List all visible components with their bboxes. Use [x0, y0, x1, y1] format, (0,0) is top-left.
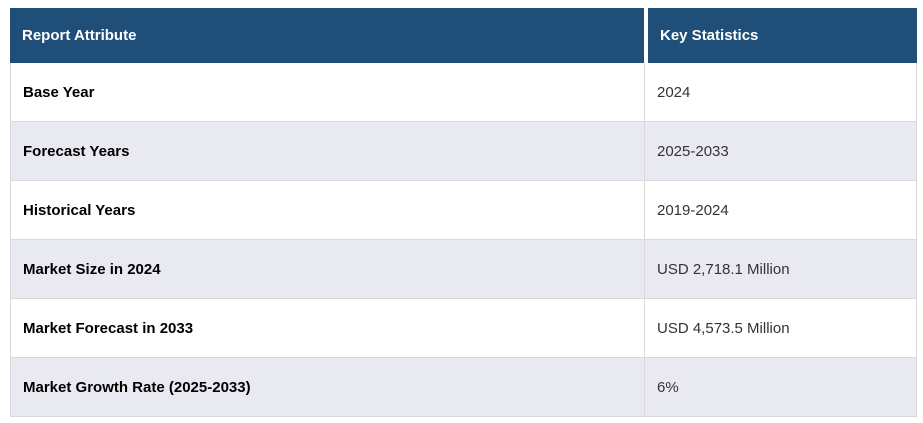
value-cell: USD 2,718.1 Million	[644, 240, 917, 299]
column-header-key-statistics: Key Statistics	[644, 8, 917, 63]
table-row: Historical Years 2019-2024	[10, 181, 917, 240]
table-row: Forecast Years 2025-2033	[10, 122, 917, 181]
table-row: Market Growth Rate (2025-2033) 6%	[10, 358, 917, 417]
key-statistics-table: Report Attribute Key Statistics Base Yea…	[10, 8, 917, 417]
attribute-cell: Historical Years	[10, 181, 644, 240]
table-row: Market Size in 2024 USD 2,718.1 Million	[10, 240, 917, 299]
attribute-cell: Market Forecast in 2033	[10, 299, 644, 358]
value-cell: 2024	[644, 63, 917, 122]
attribute-cell: Market Growth Rate (2025-2033)	[10, 358, 644, 417]
key-statistics-table-container: Report Attribute Key Statistics Base Yea…	[10, 8, 917, 417]
attribute-cell: Market Size in 2024	[10, 240, 644, 299]
column-header-report-attribute: Report Attribute	[10, 8, 644, 63]
value-cell: USD 4,573.5 Million	[644, 299, 917, 358]
table-row: Base Year 2024	[10, 63, 917, 122]
value-cell: 6%	[644, 358, 917, 417]
attribute-cell: Base Year	[10, 63, 644, 122]
table-header-row: Report Attribute Key Statistics	[10, 8, 917, 63]
table-row: Market Forecast in 2033 USD 4,573.5 Mill…	[10, 299, 917, 358]
value-cell: 2019-2024	[644, 181, 917, 240]
attribute-cell: Forecast Years	[10, 122, 644, 181]
value-cell: 2025-2033	[644, 122, 917, 181]
